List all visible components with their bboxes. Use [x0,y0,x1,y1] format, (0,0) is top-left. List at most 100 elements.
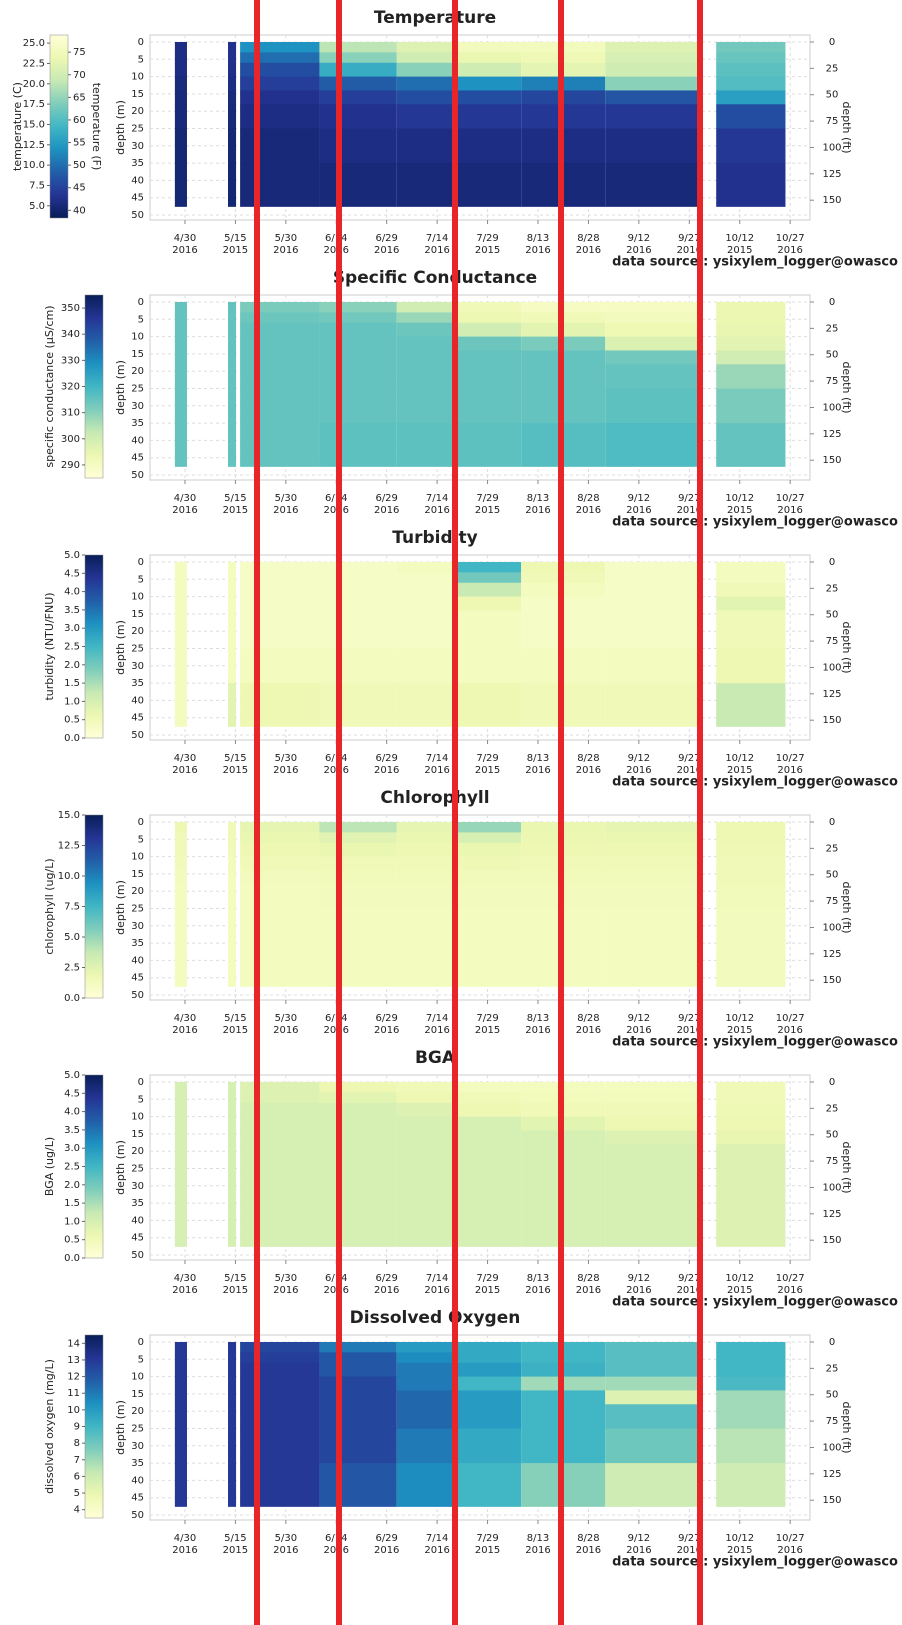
x-tick-label: 7/14 [426,1533,448,1544]
y2-tick-label: 100 [822,922,841,933]
heat-cell [453,856,522,871]
colorbar-tick-label: 13 [67,1355,80,1366]
heat-cell [453,1342,522,1353]
heat-cell [396,822,454,833]
heat-cell [453,1116,522,1131]
y-tick-label: 15 [131,1129,144,1140]
y2-tick-label: 100 [822,1182,841,1193]
heat-cell [174,1404,187,1429]
y2-tick-label: 125 [822,1469,841,1480]
y-tick-label: 15 [131,89,144,100]
heat-cell [174,388,187,424]
x-tick-label: 9/27 [678,493,700,504]
x-tick-year: 2015 [727,1545,752,1556]
colorbar-tick-label: 55 [73,138,86,149]
colorbar-tick-label: 290 [61,460,80,471]
heat-cell [605,128,701,164]
heat-cell [240,62,320,78]
x-tick-year: 2015 [223,245,248,256]
x-tick-label: 8/13 [527,1533,549,1544]
x-tick-label: 5/15 [224,1013,246,1024]
heat-cell [716,870,786,885]
colorbar-tick-label: 50 [73,160,86,171]
heat-cell [716,610,786,625]
plot-frame [149,1074,811,1261]
heat-cell [240,582,320,598]
heat-cell [605,163,701,207]
heat-cell [605,336,701,351]
colorbar-label: temperature (C) [11,82,24,171]
y2-axis-label: depth (ft) [840,881,853,933]
heat-cell [319,62,397,78]
heat-cell [716,1116,786,1131]
x-tick-year: 2016 [777,765,802,776]
heat-cell [396,302,454,313]
heat-cell [396,90,454,105]
x-tick-label: 10/27 [776,1273,805,1284]
colorbar-tick-label: 1.0 [64,696,80,707]
colorbar-tick-label: 2.0 [64,660,80,671]
heat-cell [453,128,522,164]
colorbar-tick-label: 5.0 [29,201,45,212]
chart-title: Chlorophyll [380,788,489,808]
heat-cell [174,62,187,78]
heat-cell [716,1092,786,1104]
x-tick-label: 8/13 [527,493,549,504]
heat-cell [716,842,786,858]
heat-cell [319,322,397,338]
heat-cell [396,163,454,207]
heat-cell [174,42,187,53]
colorbar-tick-label: 15.0 [58,810,80,821]
x-tick-label: 9/12 [628,1533,650,1544]
panel: BGA4/3020165/1520155/3020166/1420166/292… [43,1048,898,1310]
heat-cell [174,104,187,129]
x-tick-label: 4/30 [174,1533,196,1544]
x-tick-label: 5/15 [224,1533,246,1544]
heat-cell [228,1342,237,1353]
colorbar-tick-label: 2.5 [64,1162,80,1173]
heat-cell [396,884,454,909]
y2-tick-label: 0 [829,817,835,828]
heat-cell [319,943,397,987]
heat-cell [228,1404,237,1429]
heat-cell [174,1203,187,1247]
heat-cell [453,870,522,885]
data-source: data source : ysixylem_logger@owasco [612,255,898,270]
heat-cell [396,1092,454,1104]
panel: Chlorophyll4/3020165/1520155/3020166/142… [43,788,898,1050]
y-tick-label: 15 [131,1389,144,1400]
colorbar-tick-label: 4 [74,1505,80,1516]
x-tick-label: 4/30 [174,493,196,504]
heat-cell [228,423,237,467]
heat-cell [319,302,397,313]
x-tick-year: 2016 [777,1285,802,1296]
y2-tick-label: 100 [822,142,841,153]
heat-cell [453,90,522,105]
y-tick-label: 25 [131,384,144,395]
y-tick-label: 0 [138,557,144,568]
heat-cell [396,610,454,625]
x-tick-year: 2016 [374,765,399,776]
x-tick-label: 6/29 [375,1533,397,1544]
x-tick-label: 10/27 [776,493,805,504]
heat-cell [453,350,522,365]
heat-cell [605,624,701,649]
heat-cell [605,1428,701,1464]
heat-cell [240,163,320,207]
colorbar-label: BGA (ug/L) [43,1137,56,1196]
x-tick-year: 2015 [727,505,752,516]
x-tick-year: 2016 [374,245,399,256]
colorbar-tick-label: 14 [67,1338,80,1349]
colorbar-tick-label: 300 [61,434,80,445]
heat-cell [453,1428,522,1464]
x-tick-label: 4/30 [174,1273,196,1284]
y2-tick-label: 150 [822,1495,841,1506]
heat-cell [319,1203,397,1247]
data-source: data source : ysixylem_logger@owasco [612,1035,898,1050]
x-tick-year: 2016 [172,1025,197,1036]
y-tick-label: 5 [138,834,144,845]
heat-cell [228,1130,237,1145]
colorbar-tick-label: 330 [61,355,80,366]
heat-cell [605,1116,701,1131]
heat-cell [396,1342,454,1353]
